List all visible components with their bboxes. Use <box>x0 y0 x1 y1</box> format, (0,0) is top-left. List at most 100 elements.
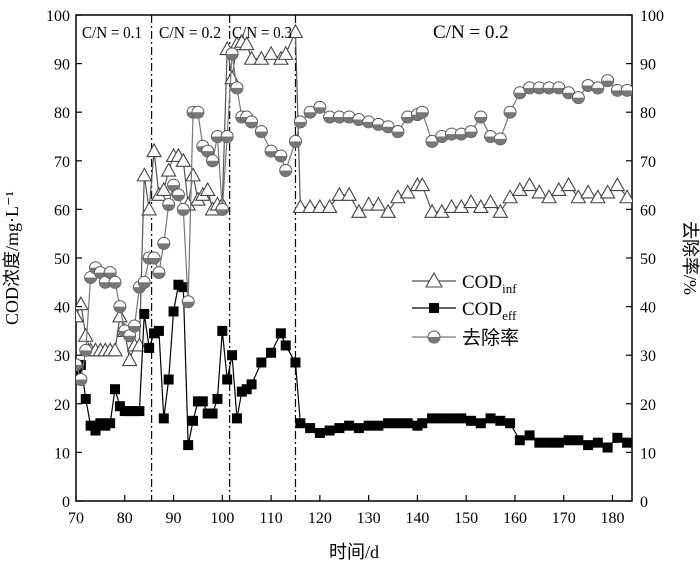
data-point-triangle <box>136 167 153 182</box>
x-tick-label: 180 <box>600 510 624 527</box>
data-point-circle <box>474 110 488 124</box>
y-right-tick-label: 70 <box>640 154 656 171</box>
x-tick-label: 160 <box>503 510 527 527</box>
svg-text:CODeff: CODeff <box>462 299 517 323</box>
data-point-triangle <box>146 142 162 158</box>
data-point-square <box>456 413 467 424</box>
data-point-square <box>188 415 199 426</box>
legend-item-cod-inf: CODinf <box>412 271 517 296</box>
data-point-circle <box>293 115 307 129</box>
data-point-circle <box>113 300 127 314</box>
data-point-square <box>110 384 121 395</box>
data-point-triangle <box>599 184 616 199</box>
data-point-square <box>514 435 525 446</box>
y-left-tick-label: 70 <box>54 154 70 171</box>
data-point-circle <box>391 125 405 139</box>
data-point-square <box>305 423 316 434</box>
data-point-circle <box>620 83 632 97</box>
data-point-square <box>466 415 477 426</box>
data-point-square <box>80 393 91 404</box>
phase-divider-lines <box>150 15 297 501</box>
data-point-circle <box>503 105 517 119</box>
data-point-circle <box>76 358 83 372</box>
x-tick-label: 130 <box>357 510 381 527</box>
data-point-square <box>592 437 603 448</box>
legend: CODinf CODeff 去除率 <box>412 271 519 349</box>
y-right-tick-label: 40 <box>640 300 656 317</box>
data-point-circle <box>147 251 161 265</box>
data-point-circle <box>225 47 239 61</box>
data-point-square <box>324 425 335 436</box>
y-left-tick-label: 50 <box>54 251 70 268</box>
data-point-triangle <box>321 198 338 214</box>
data-point-circle <box>245 115 259 129</box>
data-point-circle <box>571 91 585 105</box>
data-point-triangle <box>76 308 84 323</box>
series-markers-2 <box>76 47 632 386</box>
data-point-circle <box>581 78 595 92</box>
data-point-square <box>602 442 613 453</box>
data-point-square <box>212 393 223 404</box>
data-point-square <box>246 379 257 390</box>
data-point-square <box>178 282 189 293</box>
data-point-circle <box>215 202 229 216</box>
data-point-square <box>295 418 306 429</box>
data-point-circle <box>108 275 122 289</box>
y-axis-left-title: COD浓度/mg·L⁻¹ <box>2 191 22 325</box>
data-point-circle <box>274 149 288 163</box>
data-point-triangle <box>160 162 177 177</box>
x-tick-label: 150 <box>454 510 478 527</box>
data-point-triangle <box>560 176 577 192</box>
y-left-tick-label: 0 <box>62 494 70 511</box>
data-point-circle <box>288 134 302 148</box>
legend-sub-cod-eff: eff <box>502 308 517 323</box>
data-point-circle <box>610 83 624 97</box>
x-tick-label: 80 <box>117 510 133 527</box>
data-point-square <box>475 418 486 429</box>
x-axis: 70 80 90 100 110 120 130 140 150 160 170 180 <box>68 495 624 527</box>
data-point-square <box>534 437 545 448</box>
legend-label-cod-inf: COD <box>462 272 502 293</box>
data-point-triangle <box>287 23 304 39</box>
data-point-triangle <box>531 184 548 199</box>
data-point-triangle <box>443 198 460 214</box>
data-point-square <box>256 357 267 368</box>
legend-triangle-icon <box>425 271 443 288</box>
legend-half-circle-icon <box>427 330 441 344</box>
series-markers-1 <box>76 279 632 453</box>
data-point-square <box>373 420 384 431</box>
y-left-tick-label: 10 <box>54 445 70 462</box>
y-right-tick-label: 100 <box>640 8 664 25</box>
phase-label-1: C/N = 0.1 <box>82 23 142 42</box>
data-point-triangle <box>619 189 632 204</box>
data-point-square <box>197 396 208 407</box>
data-point-square <box>427 413 438 424</box>
data-point-square <box>280 340 291 351</box>
y-right-tick-label: 10 <box>640 445 656 462</box>
data-point-triangle <box>263 45 280 60</box>
data-point-circle <box>157 236 171 250</box>
y-left-tick-label: 90 <box>54 57 70 74</box>
y-axis-right: 0 10 20 30 40 50 60 70 80 90 100 <box>626 8 664 511</box>
y-left-tick-label: 20 <box>54 397 70 414</box>
data-point-triangle <box>350 203 367 218</box>
data-point-square <box>485 413 496 424</box>
data-point-square <box>139 308 150 319</box>
y-right-tick-label: 30 <box>640 348 656 365</box>
data-point-square <box>417 418 428 429</box>
data-point-triangle <box>380 203 397 218</box>
legend-label-removal-rate: 去除率 <box>462 327 519 349</box>
svg-text:CODinf: CODinf <box>462 272 517 296</box>
data-point-triangle <box>292 198 309 214</box>
y-left-tick-label: 80 <box>54 105 70 122</box>
data-point-square <box>553 437 564 448</box>
data-point-triangle <box>121 351 138 367</box>
legend-item-cod-eff: CODeff <box>412 299 517 323</box>
data-point-square <box>90 425 101 436</box>
data-point-square <box>524 430 535 441</box>
data-point-square <box>153 325 164 336</box>
data-point-circle <box>279 164 293 178</box>
x-tick-label: 110 <box>259 510 282 527</box>
data-point-circle <box>206 154 220 168</box>
data-point-square <box>383 418 394 429</box>
